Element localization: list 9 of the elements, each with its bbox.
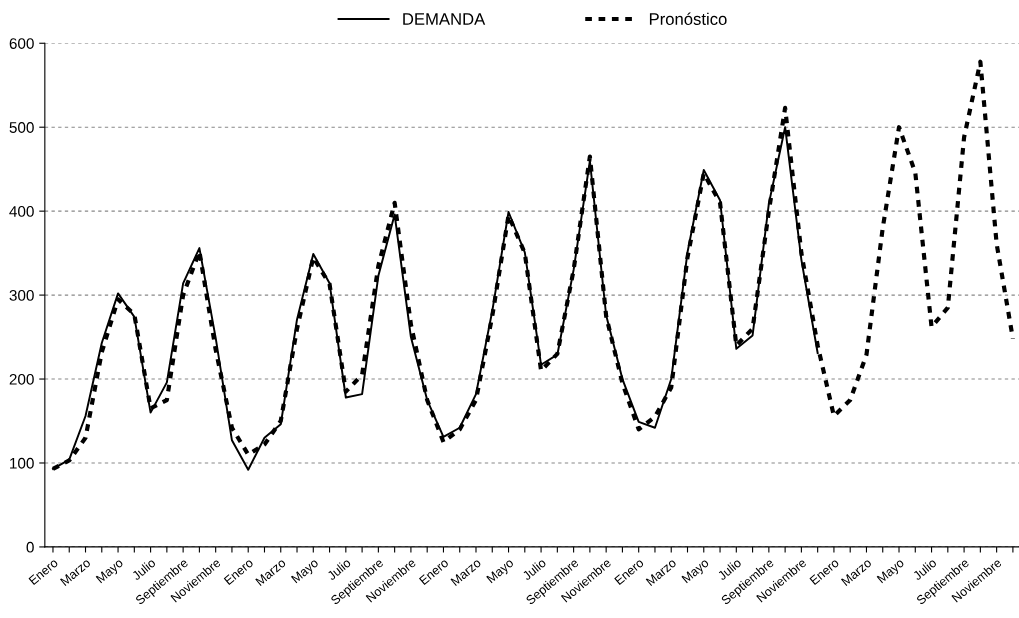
legend-label: Pronóstico (649, 12, 727, 25)
y-tick-label: 100 (10, 457, 34, 469)
y-tick-label: 500 (9, 122, 34, 133)
y-tick-label: 600 (9, 38, 34, 49)
y-tick-label: 0 (26, 541, 34, 553)
legend-label: DEMANDA (403, 13, 486, 25)
y-tick-label: 200 (9, 373, 34, 385)
y-tick-label: 300 (9, 289, 34, 301)
y-tick-label: 400 (9, 206, 34, 217)
